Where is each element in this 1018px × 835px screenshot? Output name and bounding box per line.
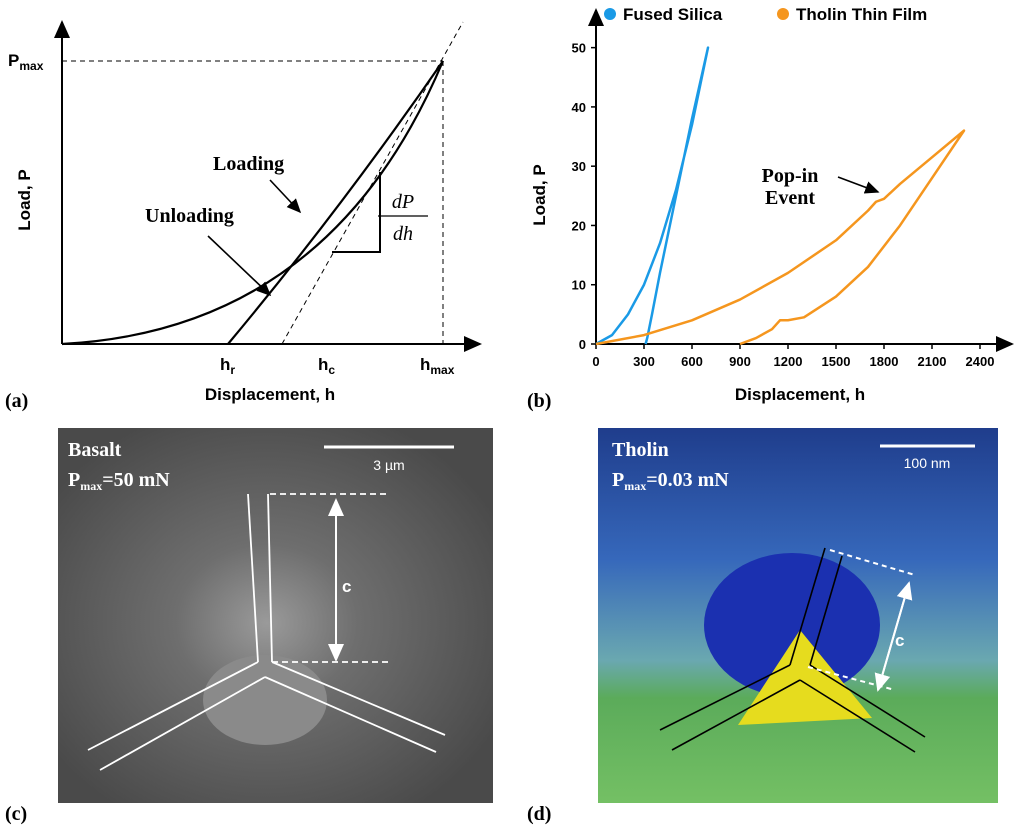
x-label: Displacement, h — [735, 385, 865, 404]
loading-label: Loading — [213, 153, 284, 175]
base: P — [8, 51, 19, 70]
y-tick-label: 40 — [572, 100, 586, 115]
base: P — [612, 469, 624, 491]
rest: =50 mN — [102, 469, 170, 491]
base: h — [318, 355, 328, 374]
base: h — [420, 355, 430, 374]
slope-denominator: dh — [393, 223, 413, 245]
series-line — [596, 48, 708, 344]
y-tick-label: 50 — [572, 41, 586, 56]
figure: Load, P Displacement, h (a) Pmax hr hc h… — [0, 0, 1018, 835]
pmax-label: Pmax — [8, 51, 44, 73]
sub: max — [80, 479, 102, 493]
x-tick-label: 2100 — [918, 354, 947, 369]
y-tick-label: 20 — [572, 218, 586, 233]
material-label: Basalt — [68, 439, 122, 461]
sub: max — [624, 479, 646, 493]
material-label: Tholin — [612, 439, 669, 461]
crack-label: c — [895, 631, 904, 650]
hmax-label: hmax — [420, 355, 455, 377]
arrow — [270, 180, 300, 212]
x-tick-label: 0 — [592, 354, 599, 369]
y-label: Load, P — [15, 169, 34, 230]
legend-label: Fused Silica — [623, 5, 723, 24]
legend-label: Tholin Thin Film — [796, 5, 927, 24]
panel-label: (c) — [5, 803, 27, 825]
hr-label: hr — [220, 355, 235, 377]
loading-curve — [62, 61, 443, 344]
y-label: Load, P — [530, 164, 549, 225]
scale-label: 100 nm — [904, 455, 951, 471]
arrow — [838, 177, 878, 192]
x-tick-label: 1800 — [870, 354, 899, 369]
x-tick-label: 300 — [633, 354, 655, 369]
legend-marker — [777, 8, 789, 20]
panel-label: (a) — [5, 390, 28, 412]
y-tick-label: 30 — [572, 159, 586, 174]
y-tick-label: 10 — [572, 278, 586, 293]
sub: c — [328, 363, 335, 377]
slope-numerator: dP — [392, 191, 414, 213]
base: h — [220, 355, 230, 374]
panel-label: (d) — [527, 803, 551, 825]
legend-marker — [604, 8, 616, 20]
sub: r — [230, 363, 235, 377]
annotation: Pop-in — [762, 165, 819, 187]
annotation: Event — [765, 187, 815, 209]
x-tick-label: 1500 — [822, 354, 851, 369]
sub: max — [19, 59, 43, 73]
arrow — [208, 236, 270, 295]
sub: max — [430, 363, 454, 377]
panel-label: (b) — [527, 390, 551, 412]
unloading-label: Unloading — [145, 205, 234, 227]
x-tick-label: 600 — [681, 354, 703, 369]
y-tick-label: 0 — [579, 337, 586, 352]
base: P — [68, 469, 80, 491]
x-tick-label: 2400 — [966, 354, 995, 369]
x-tick-label: 900 — [729, 354, 751, 369]
scale-label: 3 µm — [373, 457, 404, 473]
x-tick-label: 1200 — [774, 354, 803, 369]
hc-label: hc — [318, 355, 335, 377]
crack-label: c — [342, 577, 351, 596]
panel-a — [62, 22, 480, 344]
pileup — [203, 655, 327, 745]
x-label: Displacement, h — [205, 385, 335, 404]
rest: =0.03 mN — [646, 469, 729, 491]
